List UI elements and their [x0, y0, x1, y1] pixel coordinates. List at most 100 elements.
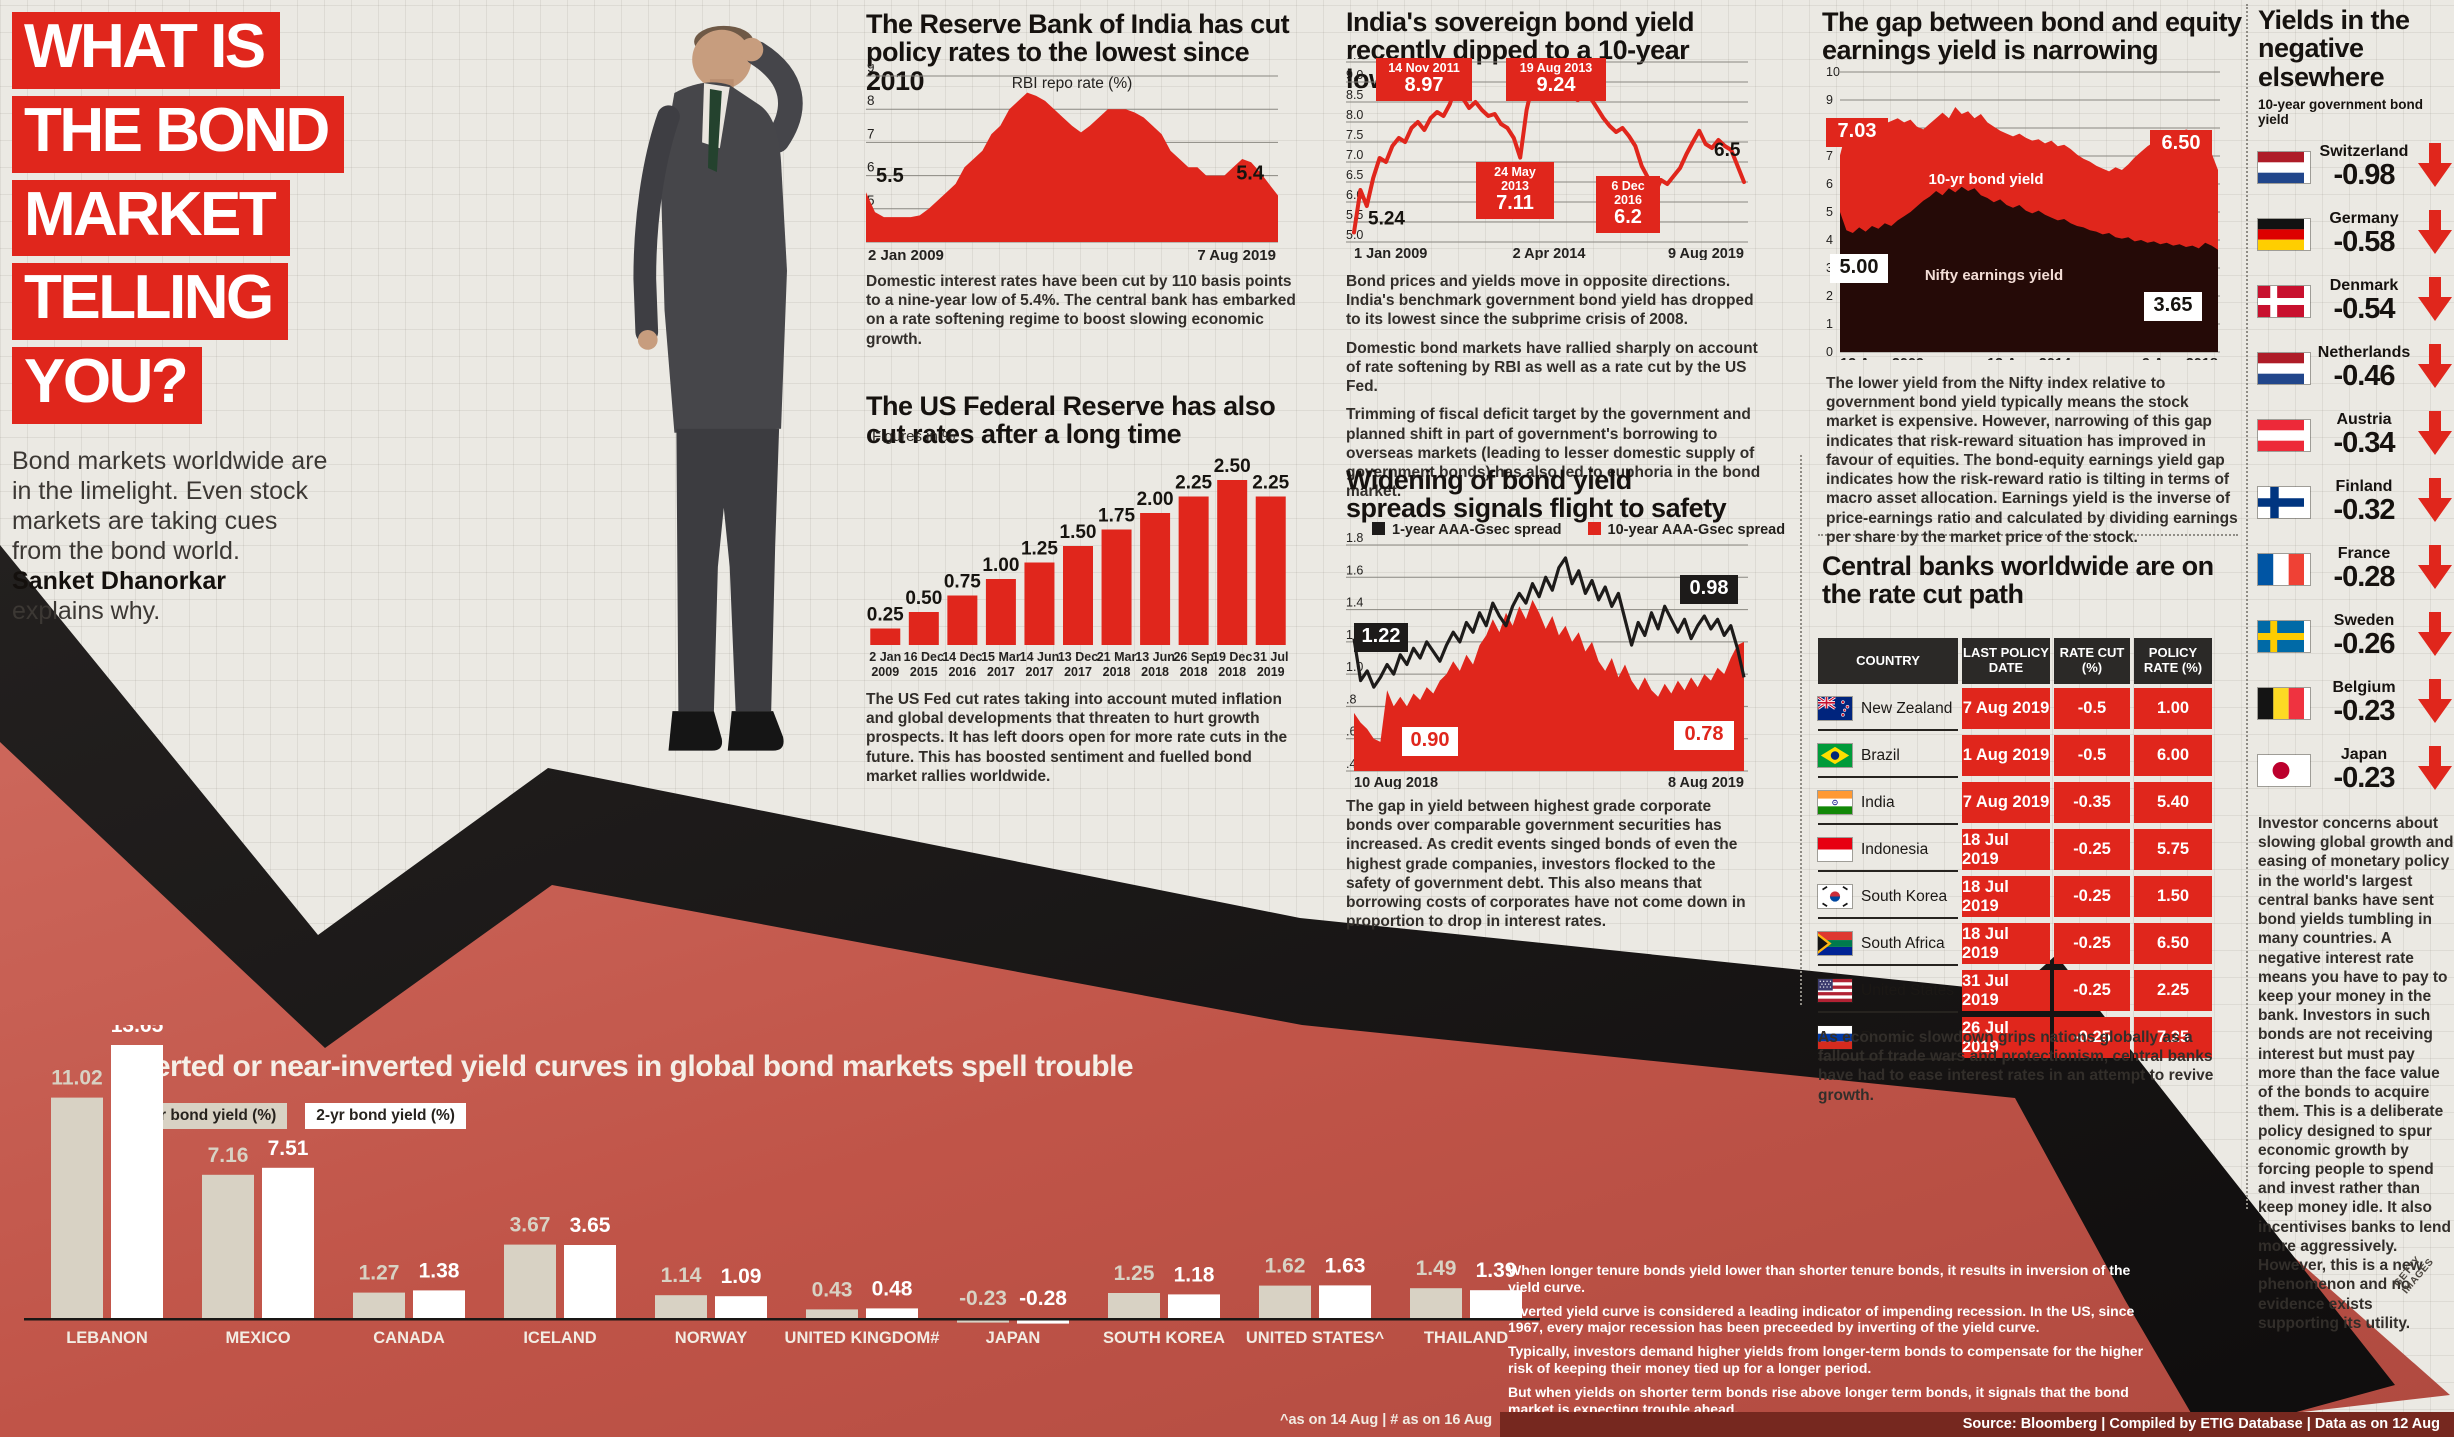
yield-item-text: Denmark -0.54	[2310, 277, 2418, 324]
svg-text:ICELAND: ICELAND	[523, 1329, 596, 1347]
inverted-curves-legend: 10-yr bond yield (%) 2-yr bond yield (%)	[118, 1103, 484, 1129]
table-value-cell: 7 Aug 2019	[1962, 782, 2050, 823]
down-arrow-icon	[2418, 477, 2454, 527]
svg-text:3.67: 3.67	[510, 1214, 551, 1237]
svg-text:1: 1	[1826, 317, 1833, 331]
yield-value: -0.34	[2333, 426, 2395, 459]
yield-item: Finland -0.32	[2258, 470, 2454, 534]
svg-text:31 Jul: 31 Jul	[1253, 650, 1288, 664]
down-arrow-icon	[2418, 611, 2454, 661]
flag-united-states	[1818, 979, 1852, 1002]
svg-text:7 Aug 2019: 7 Aug 2019	[1197, 247, 1276, 264]
svg-text:-0.23: -0.23	[959, 1287, 1007, 1310]
svg-text:2017: 2017	[1064, 665, 1092, 679]
country-name: Brazil	[1861, 746, 1900, 764]
svg-text:2017: 2017	[987, 665, 1015, 679]
table-value-cell: 7.25	[2134, 1017, 2212, 1058]
flag-new-zealand	[1818, 697, 1852, 720]
svg-text:0.75: 0.75	[944, 572, 981, 593]
yield-item-text: Switzerland -0.98	[2310, 143, 2418, 190]
table-header-cell: COUNTRY	[1818, 638, 1958, 684]
svg-text:2 Jan: 2 Jan	[869, 650, 901, 664]
table-value-cell: 18 Jul 2019	[1962, 829, 2050, 870]
svg-text:2018: 2018	[1103, 665, 1131, 679]
svg-text:2017: 2017	[1026, 665, 1054, 679]
svg-text:.6: .6	[1346, 725, 1356, 739]
flag-denmark	[2258, 285, 2310, 317]
flag-south-korea	[1818, 885, 1852, 908]
table-header-cell: POLICY RATE (%)	[2134, 638, 2212, 684]
table-country-cell: India	[1818, 782, 1958, 825]
svg-text:5: 5	[867, 193, 875, 208]
india-yield-section-title: India's sovereign bond yield recently di…	[1346, 7, 1695, 94]
svg-text:14 Dec: 14 Dec	[942, 650, 982, 664]
yield-value: -0.46	[2333, 359, 2395, 392]
svg-text:13 Jun: 13 Jun	[1135, 650, 1175, 664]
down-arrow-icon	[2418, 410, 2454, 460]
country-name: India	[1861, 793, 1895, 811]
svg-text:14 Jun: 14 Jun	[1020, 650, 1060, 664]
svg-text:RBI repo rate (%): RBI repo rate (%)	[1012, 75, 1133, 92]
spreads-section-title: Widening of bond yield spreads signals f…	[1346, 465, 1727, 524]
yield-item: Sweden -0.26	[2258, 604, 2454, 668]
svg-text:0: 0	[1826, 345, 1833, 359]
svg-text:26 Sep: 26 Sep	[1173, 650, 1214, 664]
central-banks-table: COUNTRY LAST POLICY DATE RATE CUT (%) POLIC…	[1818, 638, 2212, 1060]
yield-curve-note: Inverted yield curve is considered a lea…	[1508, 1302, 2135, 1336]
svg-text:10: 10	[1826, 65, 1840, 79]
intro-text: Bond markets worldwide are in the limeli…	[12, 446, 328, 565]
svg-text:3.65: 3.65	[570, 1214, 611, 1237]
svg-text:13.65: 13.65	[111, 1025, 164, 1037]
india-callout: 24 May 2013 7.11	[1476, 162, 1554, 219]
yield-item: Japan -0.23	[2258, 738, 2454, 802]
svg-text:8: 8	[867, 93, 875, 108]
yield-value: -0.28	[2333, 560, 2395, 593]
yield-curve-note: Typically, investors demand higher yield…	[1508, 1343, 2144, 1376]
table-value-cell: 1.50	[2134, 876, 2212, 917]
yield-country: Netherlands	[2317, 344, 2411, 362]
yield-item-text: Netherlands -0.46	[2310, 344, 2418, 392]
yield-item: France -0.28	[2258, 537, 2454, 601]
svg-text:1.39: 1.39	[1476, 1259, 1517, 1282]
svg-text:1.00: 1.00	[982, 555, 1019, 576]
svg-text:12 Aug 2009: 12 Aug 2009	[1840, 356, 1924, 360]
masthead-title-line: MARKET	[12, 179, 291, 257]
usfed-section-title: The US Federal Reserve has also cut rate…	[866, 391, 1276, 450]
india-callout: 14 Nov 2011 8.97	[1376, 58, 1472, 101]
svg-text:5.24: 5.24	[1368, 208, 1405, 229]
table-value-cell: -0.25	[2054, 829, 2130, 870]
table-value-cell: -0.5	[2054, 735, 2130, 776]
svg-text:15 Mar: 15 Mar	[981, 650, 1021, 664]
svg-text:1.62: 1.62	[1265, 1255, 1306, 1278]
yield-curve-note: When longer tenure bonds yield lower tha…	[1508, 1262, 2131, 1295]
legend-label: 1-year AAA-Gsec spread	[1392, 522, 1562, 538]
negative-yields-subtitle: 10-year government bond yield	[2258, 97, 2424, 128]
spreads-callout: 0.78	[1674, 721, 1734, 750]
yield-value: -0.32	[2333, 493, 2395, 526]
svg-text:1.09: 1.09	[721, 1265, 762, 1288]
svg-text:1.49: 1.49	[1416, 1257, 1457, 1280]
masthead-title-line: YOU?	[12, 347, 203, 424]
table-value-cell: 5.75	[2134, 829, 2212, 870]
usfed-unit-note: Figures in %	[872, 428, 956, 445]
svg-text:9: 9	[1826, 93, 1833, 107]
svg-text:10-yr bond yield: 10-yr bond yield	[1928, 171, 2043, 188]
yield-item-text: Sweden -0.26	[2310, 612, 2418, 659]
table-country-cell: United States	[1818, 970, 1958, 1013]
flag-netherlands	[2258, 352, 2310, 384]
table-country-cell: South Africa	[1818, 923, 1958, 966]
legend-swatch	[1587, 522, 1601, 535]
table-country-cell: New Zealand	[1818, 688, 1958, 731]
india-callout: 6 Dec 2016 6.2	[1596, 176, 1660, 233]
svg-text:9.5: 9.5	[1346, 58, 1363, 62]
spreads-callout: 1.22	[1354, 623, 1408, 652]
yield-country: Finland	[2335, 478, 2393, 496]
india-caption-paragraph: Trimming of fiscal deficit target by the…	[1346, 406, 1761, 501]
author-name: Sanket Dhanorkar	[12, 566, 226, 595]
table-value-cell: 1.00	[2134, 688, 2212, 729]
flag-belgium	[2258, 687, 2310, 719]
table-value-cell: -0.25	[2054, 876, 2130, 917]
yield-value: -0.58	[2333, 225, 2395, 258]
